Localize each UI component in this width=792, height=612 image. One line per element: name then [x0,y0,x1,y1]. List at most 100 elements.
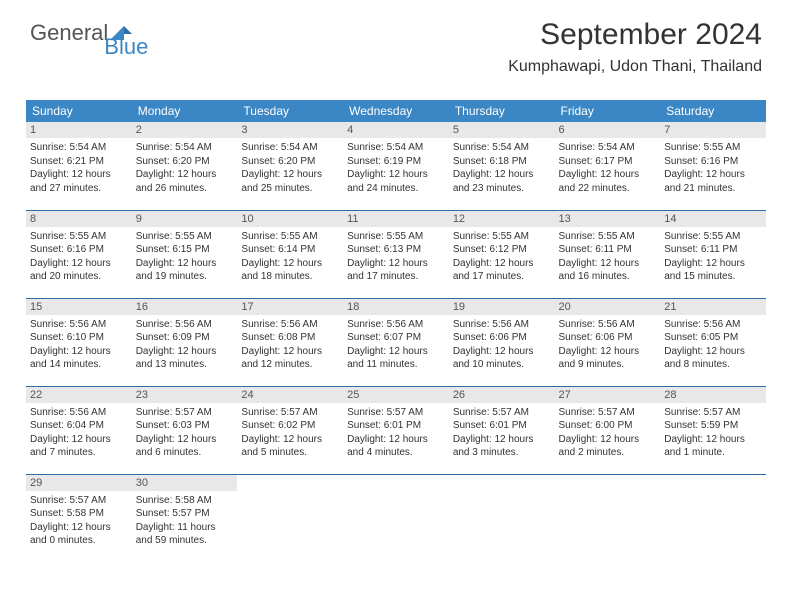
day-number: 3 [237,122,343,138]
daylight-text: and 27 minutes. [30,182,128,196]
sunset-text: Sunset: 6:00 PM [559,419,657,433]
sunset-text: Sunset: 6:18 PM [453,155,551,169]
sunset-text: Sunset: 6:01 PM [347,419,445,433]
day-number: 22 [26,387,132,403]
daylight-text: Daylight: 12 hours [136,433,234,447]
day-number: 7 [660,122,766,138]
calendar-cell: 3Sunrise: 5:54 AMSunset: 6:20 PMDaylight… [237,122,343,210]
day-number: 28 [660,387,766,403]
sunrise-text: Sunrise: 5:55 AM [347,230,445,244]
sunrise-text: Sunrise: 5:57 AM [241,406,339,420]
daylight-text: and 1 minute. [664,446,762,460]
day-number: 24 [237,387,343,403]
calendar-cell: 11Sunrise: 5:55 AMSunset: 6:13 PMDayligh… [343,210,449,298]
sunset-text: Sunset: 6:14 PM [241,243,339,257]
daylight-text: Daylight: 12 hours [559,168,657,182]
sunrise-text: Sunrise: 5:56 AM [664,318,762,332]
calendar-table: Sunday Monday Tuesday Wednesday Thursday… [26,100,766,562]
sunrise-text: Sunrise: 5:57 AM [453,406,551,420]
calendar-cell: 9Sunrise: 5:55 AMSunset: 6:15 PMDaylight… [132,210,238,298]
calendar-cell: 1Sunrise: 5:54 AMSunset: 6:21 PMDaylight… [26,122,132,210]
weekday-header: Sunday [26,100,132,122]
daylight-text: and 9 minutes. [559,358,657,372]
daylight-text: and 8 minutes. [664,358,762,372]
weekday-header: Wednesday [343,100,449,122]
calendar-cell: 23Sunrise: 5:57 AMSunset: 6:03 PMDayligh… [132,386,238,474]
daylight-text: Daylight: 12 hours [453,345,551,359]
daylight-text: Daylight: 12 hours [347,168,445,182]
calendar-cell [449,474,555,562]
calendar-cell: 28Sunrise: 5:57 AMSunset: 5:59 PMDayligh… [660,386,766,474]
sunset-text: Sunset: 6:15 PM [136,243,234,257]
sunrise-text: Sunrise: 5:56 AM [136,318,234,332]
sunrise-text: Sunrise: 5:56 AM [453,318,551,332]
weekday-header: Tuesday [237,100,343,122]
daylight-text: Daylight: 12 hours [30,168,128,182]
sunset-text: Sunset: 6:02 PM [241,419,339,433]
sunrise-text: Sunrise: 5:57 AM [559,406,657,420]
calendar-cell: 16Sunrise: 5:56 AMSunset: 6:09 PMDayligh… [132,298,238,386]
sunset-text: Sunset: 6:17 PM [559,155,657,169]
day-number: 5 [449,122,555,138]
day-number: 6 [555,122,661,138]
daylight-text: and 23 minutes. [453,182,551,196]
daylight-text: Daylight: 12 hours [241,345,339,359]
sunset-text: Sunset: 6:08 PM [241,331,339,345]
sunrise-text: Sunrise: 5:58 AM [136,494,234,508]
logo-text-general: General [30,20,108,46]
day-number: 25 [343,387,449,403]
day-number: 26 [449,387,555,403]
calendar-cell: 21Sunrise: 5:56 AMSunset: 6:05 PMDayligh… [660,298,766,386]
calendar-cell [660,474,766,562]
daylight-text: and 16 minutes. [559,270,657,284]
daylight-text: and 7 minutes. [30,446,128,460]
sunset-text: Sunset: 6:20 PM [136,155,234,169]
calendar-cell [555,474,661,562]
calendar-cell: 10Sunrise: 5:55 AMSunset: 6:14 PMDayligh… [237,210,343,298]
sunrise-text: Sunrise: 5:54 AM [241,141,339,155]
daylight-text: and 5 minutes. [241,446,339,460]
daylight-text: and 12 minutes. [241,358,339,372]
sunrise-text: Sunrise: 5:57 AM [347,406,445,420]
location: Kumphawapi, Udon Thani, Thailand [508,58,762,76]
weekday-header: Saturday [660,100,766,122]
sunset-text: Sunset: 6:09 PM [136,331,234,345]
daylight-text: Daylight: 12 hours [559,345,657,359]
day-number: 15 [26,299,132,315]
day-number: 8 [26,211,132,227]
daylight-text: Daylight: 12 hours [136,257,234,271]
daylight-text: and 3 minutes. [453,446,551,460]
daylight-text: Daylight: 12 hours [559,257,657,271]
sunrise-text: Sunrise: 5:54 AM [347,141,445,155]
daylight-text: Daylight: 12 hours [241,257,339,271]
title-block: September 2024 Kumphawapi, Udon Thani, T… [508,18,762,76]
day-number: 4 [343,122,449,138]
day-number: 21 [660,299,766,315]
daylight-text: Daylight: 12 hours [664,433,762,447]
daylight-text: and 19 minutes. [136,270,234,284]
daylight-text: and 10 minutes. [453,358,551,372]
day-number: 14 [660,211,766,227]
daylight-text: Daylight: 12 hours [664,345,762,359]
weekday-header: Monday [132,100,238,122]
sunrise-text: Sunrise: 5:55 AM [664,141,762,155]
calendar-cell: 18Sunrise: 5:56 AMSunset: 6:07 PMDayligh… [343,298,449,386]
daylight-text: and 0 minutes. [30,534,128,548]
weekday-header: Thursday [449,100,555,122]
daylight-text: and 15 minutes. [664,270,762,284]
day-number: 30 [132,475,238,491]
calendar-cell: 20Sunrise: 5:56 AMSunset: 6:06 PMDayligh… [555,298,661,386]
day-number: 12 [449,211,555,227]
daylight-text: Daylight: 12 hours [559,433,657,447]
calendar-cell: 5Sunrise: 5:54 AMSunset: 6:18 PMDaylight… [449,122,555,210]
daylight-text: Daylight: 12 hours [347,257,445,271]
daylight-text: and 22 minutes. [559,182,657,196]
daylight-text: Daylight: 12 hours [241,168,339,182]
sunset-text: Sunset: 5:57 PM [136,507,234,521]
weekday-header: Friday [555,100,661,122]
day-number: 18 [343,299,449,315]
daylight-text: Daylight: 12 hours [664,257,762,271]
daylight-text: Daylight: 12 hours [136,345,234,359]
daylight-text: Daylight: 12 hours [136,168,234,182]
calendar-cell: 30Sunrise: 5:58 AMSunset: 5:57 PMDayligh… [132,474,238,562]
